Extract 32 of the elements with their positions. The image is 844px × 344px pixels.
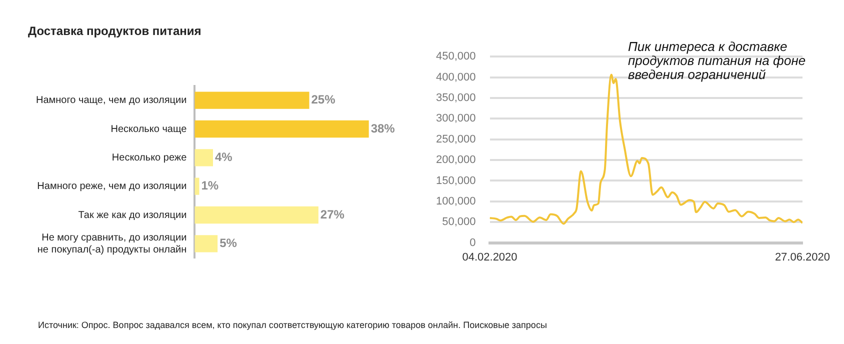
- annotation: Пик интереса к доставке продуктов питания на фоне введения ограничений: [628, 39, 807, 82]
- data-label: 1%: [201, 178, 219, 193]
- y-tick-label: 250,000: [436, 133, 476, 146]
- data-label: 27%: [320, 207, 345, 222]
- y-tick-label: Несколько реже: [112, 152, 188, 164]
- data-label: 25%: [311, 92, 336, 107]
- text: Источник: Опрос. Вопрос задавался всем, кто покупал соответствующую категорию товаров онлайн. Поисковые запросы: [38, 320, 547, 330]
- y-tick-label: Намного чаще, чем до изоляции: [36, 95, 187, 106]
- x-tick-label: 27.06.2020: [774, 251, 830, 264]
- y-tick-label: 450,000: [436, 50, 476, 63]
- y-tick-label: 150,000: [436, 174, 476, 187]
- x-tick-label: 04.02.2020: [462, 251, 518, 264]
- y-tick-label: Не могу сравнить, до изоляции не покупал(-а) продукты онлайн: [37, 232, 187, 256]
- bar: [194, 120, 369, 138]
- y-tick-label: 0: [470, 236, 476, 249]
- y-tick-label: 350,000: [436, 92, 476, 104]
- data-label: 38%: [370, 121, 396, 136]
- bar: [194, 235, 218, 252]
- y-tick-label: 200,000: [436, 154, 476, 166]
- y-tick-label: Так же как до изоляции: [78, 210, 187, 221]
- y-tick-label: Несколько чаще: [110, 124, 188, 135]
- y-tick-label: 100,000: [436, 195, 476, 208]
- data-label: 5%: [220, 236, 238, 250]
- y-tick-label: 50,000: [442, 216, 476, 228]
- chart-title: Доставка продуктов питания: [28, 24, 202, 38]
- y-tick-label: 400,000: [436, 71, 476, 84]
- data-label: 4%: [215, 150, 233, 164]
- y-tick-label: Намного реже, чем до изоляции: [37, 181, 187, 192]
- bar: [194, 149, 213, 166]
- y-tick-label: 300,000: [436, 112, 476, 125]
- bar: [194, 92, 310, 109]
- bar: [194, 206, 318, 224]
